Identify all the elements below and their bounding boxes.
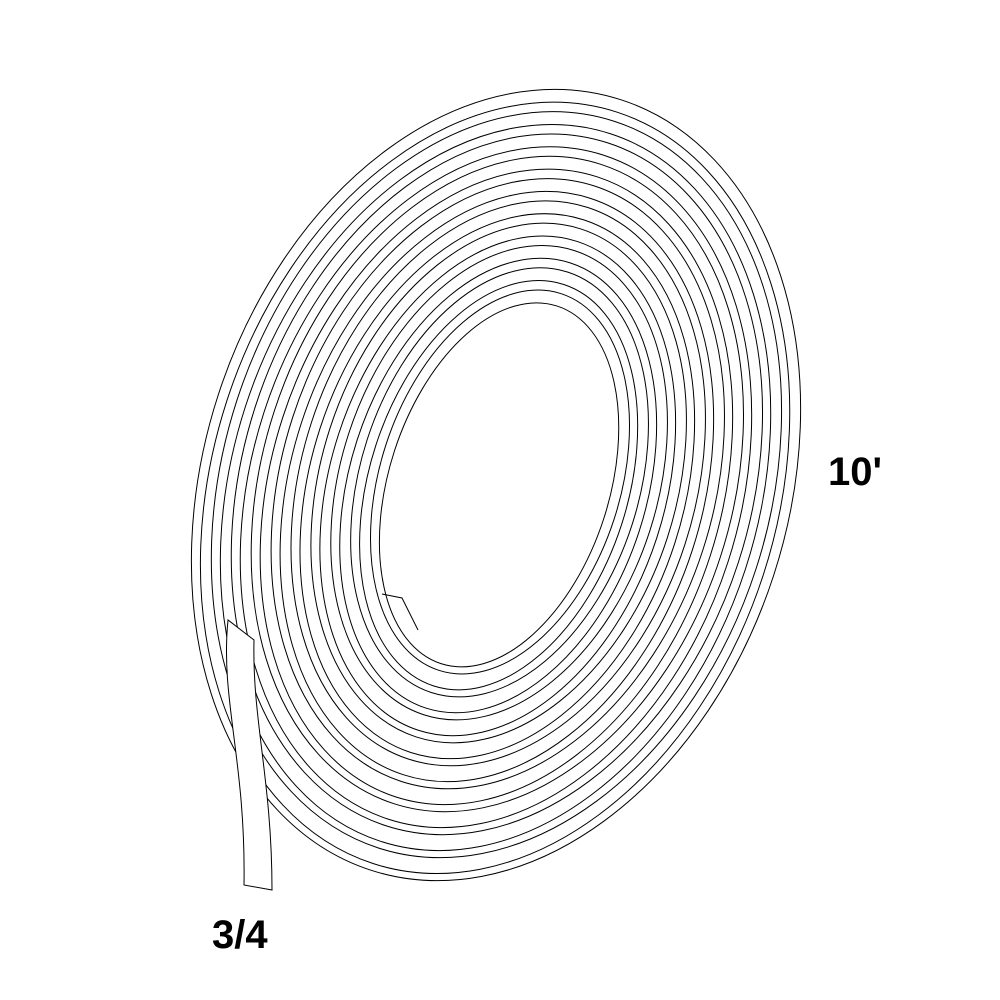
coil-turn	[310, 222, 687, 744]
width-dimension-label: 3/4	[212, 913, 268, 957]
coil-turn-inner-edge	[199, 101, 791, 874]
coil-turn	[290, 200, 706, 767]
coil-turn	[230, 133, 764, 836]
length-dimension-label: 10'	[828, 450, 883, 494]
coil-turn-outer-edge	[230, 133, 764, 836]
coil-turn	[270, 178, 725, 790]
coil-turn	[370, 289, 630, 675]
coil-turn	[190, 88, 802, 882]
coil-turn-outer-edge	[210, 111, 783, 859]
strip-inner-end	[381, 593, 419, 631]
coil-turn-inner-edge	[259, 168, 734, 806]
coil-turn-inner-edge	[299, 213, 696, 760]
coil-turn-inner-edge	[319, 235, 677, 737]
coil-turn-inner-edge	[359, 280, 639, 691]
coil-turn	[210, 111, 783, 859]
coil-turn-inner-edge	[239, 146, 753, 829]
coil-turn-inner-edge	[339, 257, 658, 714]
coil-turn	[250, 155, 744, 813]
coil-turn-inner-edge	[279, 190, 715, 783]
coil-turn-outer-edge	[290, 200, 706, 767]
strip-tail-end	[225, 619, 273, 891]
coil-turn-outer-edge	[250, 155, 744, 813]
coil-turn	[350, 267, 649, 698]
coil-turn-outer-edge	[310, 222, 687, 744]
coil-turn	[330, 245, 668, 721]
coil-turn-outer-edge	[190, 88, 802, 882]
coil-turn-outer-edge	[370, 289, 630, 675]
coil-turn-outer-edge	[330, 245, 668, 721]
coil-turn-inner-edge	[219, 124, 772, 852]
coil-turn-outer-edge	[350, 267, 649, 698]
coil-turn-outer-edge	[270, 178, 725, 790]
coil-turn-inner-edge	[378, 302, 620, 668]
